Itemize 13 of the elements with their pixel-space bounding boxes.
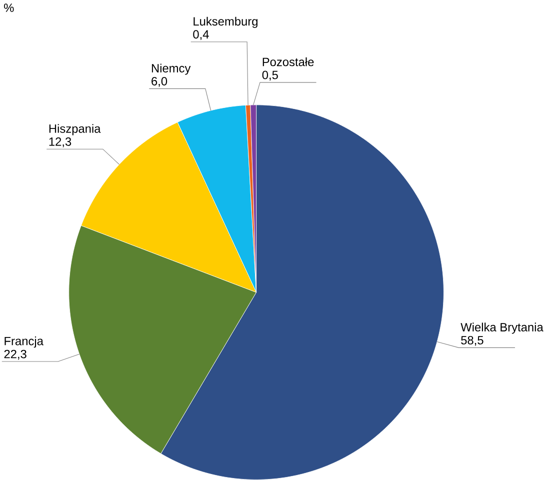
data-label: 0,4	[193, 30, 209, 40]
chart-title: %	[4, 4, 14, 12]
slice-label: Luksemburg	[194, 16, 258, 28]
slice-label: Francja	[4, 336, 44, 348]
slice-label: Niemcy	[152, 64, 191, 75]
data-label: 0,5	[262, 70, 278, 81]
data-label: 22,3	[4, 350, 26, 360]
slice-label: Wielka Brytania	[460, 322, 544, 334]
data-label: 12,3	[49, 137, 72, 148]
data-label: 58,5	[461, 336, 484, 346]
slice-label: Hiszpania	[49, 124, 101, 136]
slice-label: Pozostałe	[262, 57, 314, 66]
data-label: 6,0	[152, 77, 168, 87]
